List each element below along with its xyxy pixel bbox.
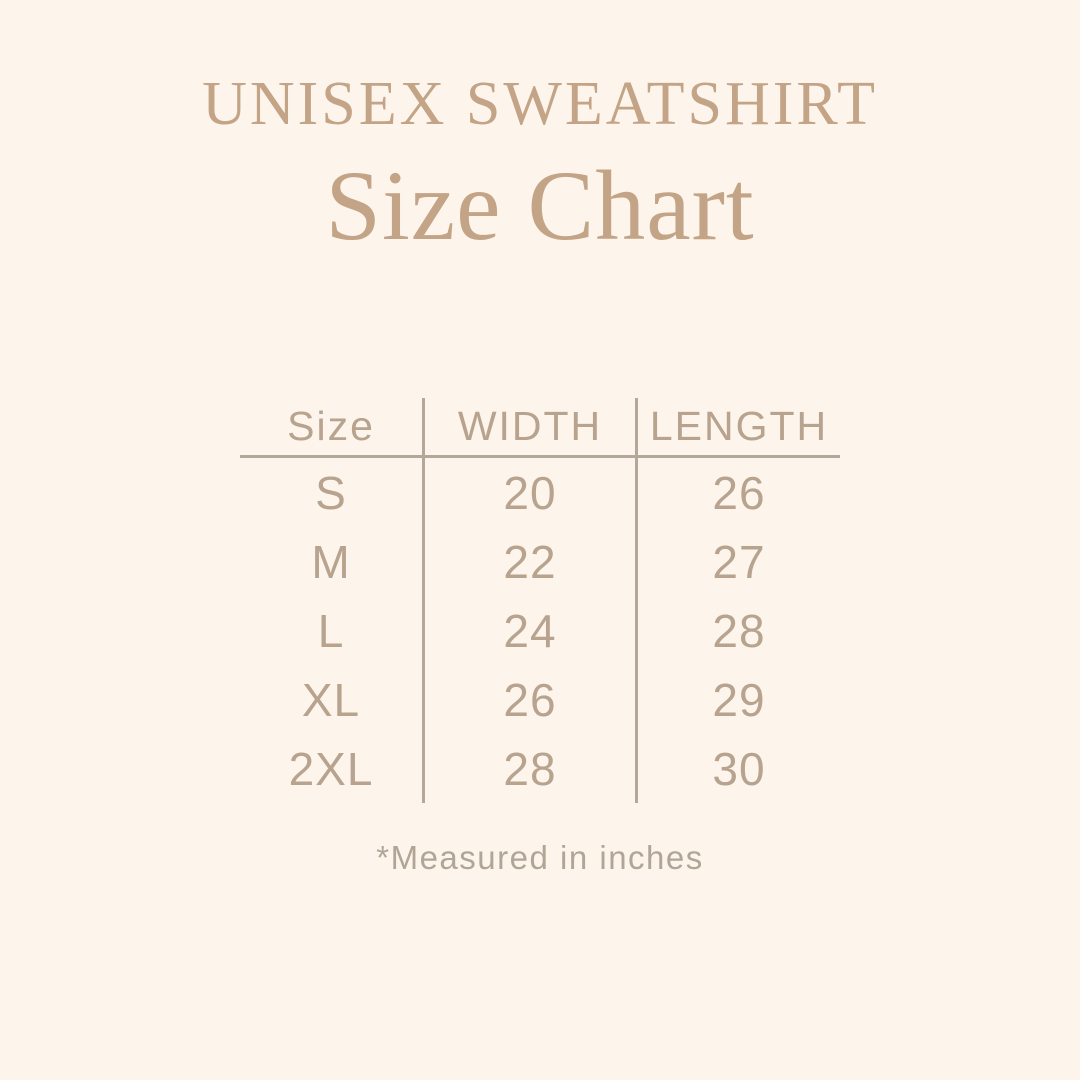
- length-cell: 30: [635, 734, 840, 803]
- column-header-size: Size: [240, 398, 422, 458]
- size-cell: M: [311, 535, 351, 588]
- column-header-length: LENGTH: [635, 398, 840, 458]
- width-cell: 20: [422, 458, 635, 527]
- width-cell: 22: [422, 527, 635, 596]
- width-cell: 26: [422, 665, 635, 734]
- page-title: UNISEX SWEATSHIRT: [202, 70, 878, 138]
- size-cell: S: [315, 466, 347, 519]
- length-cell: 27: [635, 527, 840, 596]
- size-cell: XL: [301, 673, 361, 726]
- size-cell: 2XL: [288, 742, 374, 795]
- length-cell: 26: [635, 458, 840, 527]
- width-cell: 28: [422, 734, 635, 803]
- length-cell: 28: [635, 596, 840, 665]
- width-cell: 24: [422, 596, 635, 665]
- measurement-footnote: *Measured in inches: [376, 839, 704, 876]
- size-table: Size WIDTH LENGTH S 20 26 M 22 27 L 24 2…: [240, 398, 840, 803]
- length-cell: 29: [635, 665, 840, 734]
- page-subtitle: Size Chart: [325, 150, 755, 261]
- size-cell: L: [317, 604, 345, 657]
- column-header-width: WIDTH: [422, 398, 635, 458]
